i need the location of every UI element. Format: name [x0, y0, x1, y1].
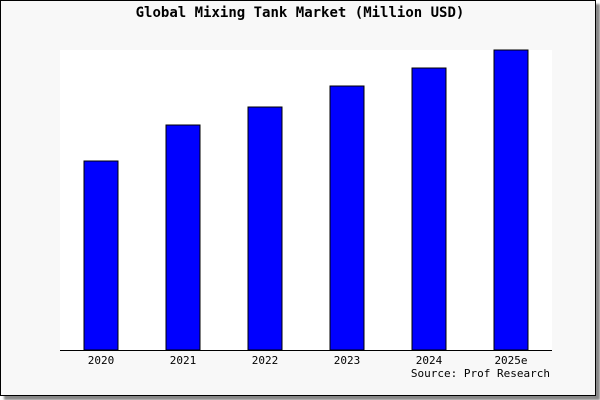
bar-2024	[411, 67, 447, 351]
x-tick-label: 2021	[170, 354, 197, 367]
plot-area	[60, 50, 552, 350]
bar-2020	[83, 160, 119, 351]
x-tick-label: 2023	[334, 354, 361, 367]
x-tick-label: 2025e	[494, 354, 527, 367]
bar-2022	[247, 106, 283, 351]
x-tick-label: 2024	[416, 354, 443, 367]
source-note: Source: Prof Research	[410, 367, 550, 380]
bar-2023	[329, 85, 365, 351]
x-tick-label: 2022	[252, 354, 279, 367]
bar-2025e	[493, 49, 529, 351]
bar-2021	[165, 124, 201, 351]
x-tick-label: 2020	[88, 354, 115, 367]
chart-title: Global Mixing Tank Market (Million USD)	[135, 5, 465, 21]
